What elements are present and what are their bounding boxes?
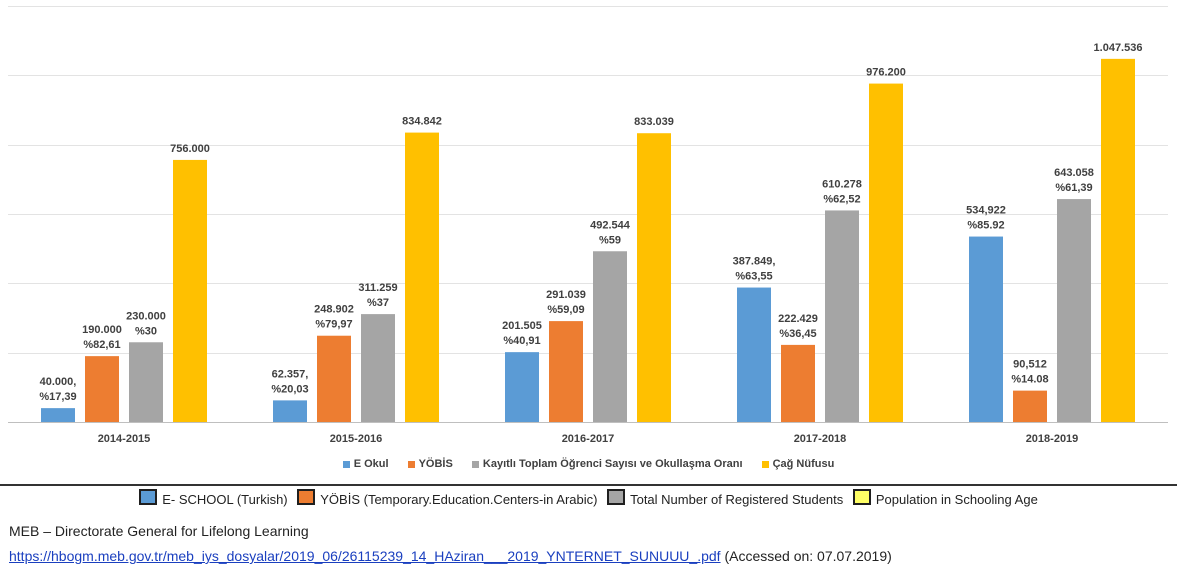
data-label: 230.000 [126,310,166,322]
data-label: 311.259 [358,282,397,294]
x-tick-label: 2015-2016 [330,433,383,445]
data-label: %61,39 [1055,182,1092,194]
bar-chart: 40.000, %17,39 190.000 %82,61 230.000 %30 756.… [8,6,1168,445]
data-label: 834.842 [402,116,442,128]
legend-swatch-registered [471,460,479,468]
bar-çağ-2017-2018 [869,83,903,423]
source-line: MEB – Directorate General for Lifelong L… [9,523,309,539]
x-tick-label: 2017-2018 [794,433,847,445]
source-url-link[interactable]: https://hbogm.meb.gov.tr/meb_iys_dosyala… [9,548,721,564]
data-label: %40,91 [503,335,540,347]
data-label: 976.200 [866,67,906,79]
bar-yöbis-2017-2018 [781,344,815,422]
bar-e-2015-2016 [273,400,307,422]
legend-item-e-okul: E Okul [342,458,389,470]
accessed-date: (Accessed on: 07.07.2019) [720,548,892,564]
bar-e-2016-2017 [505,352,539,422]
data-label: %37 [367,297,389,309]
divider [0,484,1177,486]
legend-item-population: Çağ Nüfusu [761,458,835,470]
data-label: 248.902 [314,304,354,316]
data-label: %63,55 [735,271,772,283]
translation-swatch-registered [607,489,626,505]
data-label: 291.039 [546,289,586,301]
legend-swatch-e-okul [342,460,350,468]
data-label: 756.000 [170,143,210,155]
x-tick-label: 2016-2017 [562,433,615,445]
data-label: 40.000, [40,376,77,388]
translation-swatch-yobis [297,489,316,505]
translation-text-population: Population in Schooling Age [875,492,1038,507]
data-label: 62.357, [272,368,309,380]
bar-kayıtlı-2016-2017 [593,251,627,422]
data-label: 1.047.536 [1094,42,1143,54]
bar-kayıtlı-2017-2018 [825,210,859,422]
bar-yöbis-2018-2019 [1013,390,1047,422]
data-label: %17,39 [39,391,76,403]
data-label: 643.058 [1054,167,1094,179]
bar-yöbis-2014-2015 [85,356,119,422]
bar-e-2017-2018 [737,287,771,422]
translation-swatch-eschool [139,489,158,505]
data-label: 201.505 [502,320,542,332]
bar-yöbis-2016-2017 [549,321,583,422]
legend-swatch-yobis [407,460,415,468]
x-tick-label: 2014-2015 [98,433,151,445]
translation-swatch-population [852,489,871,505]
translation-text-registered: Total Number of Registered Students [630,492,844,507]
translation-legend: E- SCHOOL (Turkish) YÖBİS (Temporary.Edu… [0,489,1177,510]
data-label: %14.08 [1011,374,1048,386]
translation-item-registered: Total Number of Registered Students [607,489,844,507]
bar-kayıtlı-2015-2016 [361,314,395,422]
chart-legend: E Okul YÖBİS Kayıtlı Toplam Öğrenci Sayı… [0,458,1177,471]
bar-çağ-2018-2019 [1101,58,1135,422]
bar-çağ-2015-2016 [405,132,439,422]
bar-yöbis-2015-2016 [317,335,351,422]
data-label: 492.544 [590,219,631,231]
data-label: %20,03 [271,383,308,395]
legend-label-e-okul: E Okul [353,458,389,470]
bar-e-2014-2015 [41,408,75,422]
translation-text-yobis: YÖBİS (Temporary.Education.Centers-in Ar… [320,492,598,507]
data-label: 534,922 [966,205,1006,217]
data-label: %30 [135,325,157,337]
translation-item-population: Population in Schooling Age [852,489,1038,507]
bar-çağ-2014-2015 [173,159,207,423]
data-label: 387.849, [733,256,776,268]
legend-label-yobis: YÖBİS [418,458,453,470]
chart-svg: 40.000, %17,39 190.000 %82,61 230.000 %30 756.… [8,6,1168,445]
data-label: 90,512 [1013,359,1047,371]
bar-çağ-2016-2017 [637,133,671,423]
data-label: %62,52 [823,193,860,205]
data-label: %82,61 [83,339,120,351]
data-label: 833.039 [634,116,674,128]
data-label: %79,97 [315,319,352,331]
data-label: 610.278 [822,178,862,190]
source-url-line: https://hbogm.meb.gov.tr/meb_iys_dosyala… [9,548,892,564]
data-label: 222.429 [778,313,818,325]
bar-kayıtlı-2018-2019 [1057,199,1091,422]
legend-label-population: Çağ Nüfusu [772,458,835,470]
data-label: %85.92 [967,220,1004,232]
data-label: %59 [599,234,621,246]
bar-kayıtlı-2014-2015 [129,342,163,422]
data-label: %59,09 [547,304,584,316]
legend-item-yobis: YÖBİS [407,458,453,470]
data-label: %36,45 [779,328,816,340]
translation-text-eschool: E- SCHOOL (Turkish) [162,492,288,507]
legend-item-registered: Kayıtlı Toplam Öğrenci Sayısı ve Okullaş… [471,458,743,470]
bar-e-2018-2019 [969,236,1003,422]
legend-label-registered: Kayıtlı Toplam Öğrenci Sayısı ve Okullaş… [482,458,743,470]
translation-item-yobis: YÖBİS (Temporary.Education.Centers-in Ar… [297,489,598,507]
data-label: 190.000 [82,324,122,336]
x-tick-label: 2018-2019 [1026,433,1079,445]
legend-swatch-population [761,460,769,468]
translation-item-eschool: E- SCHOOL (Turkish) [139,489,288,507]
